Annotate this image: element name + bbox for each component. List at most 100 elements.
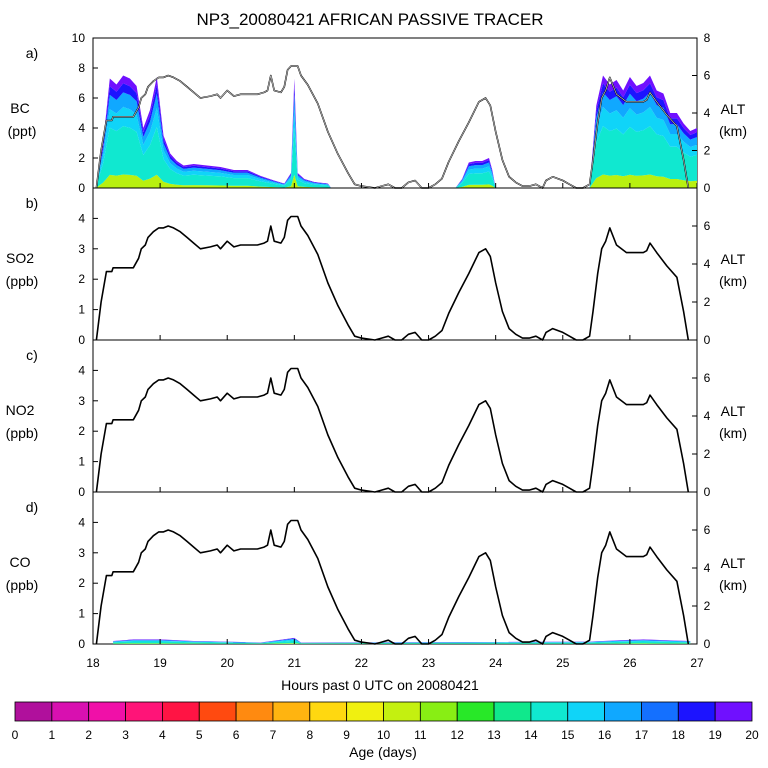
colorbar-cell xyxy=(419,701,458,722)
colorbar-cell xyxy=(125,701,163,722)
colorbar-tick-label: 9 xyxy=(343,728,350,742)
colorbar-cell xyxy=(272,701,311,722)
y-tick-label: 0 xyxy=(78,181,85,195)
alt-tick-label: 6 xyxy=(704,523,711,537)
panel-label: a) xyxy=(26,45,38,61)
alt-tick-label: 2 xyxy=(704,447,711,461)
alt-tick-label: 0 xyxy=(704,333,711,347)
tracer-age-band-0 xyxy=(96,174,697,188)
y-tick-label: 3 xyxy=(78,394,85,408)
units-label: (ppb) xyxy=(6,425,39,441)
alt-tick-label: 6 xyxy=(704,219,711,233)
alt-tick-label: 4 xyxy=(704,257,711,271)
x-tick-label: 22 xyxy=(355,656,369,670)
altitude-line xyxy=(95,367,690,493)
y-tick-label: 8 xyxy=(78,61,85,75)
tracer-age-band-0 xyxy=(113,643,691,644)
y-tick-label: 1 xyxy=(78,303,85,317)
units-label: (ppb) xyxy=(6,273,39,289)
x-tick-label: 18 xyxy=(86,656,100,670)
species-label: NO2 xyxy=(6,402,35,418)
chart-title: NP3_20080421 AFRICAN PASSIVE TRACER xyxy=(196,10,543,29)
alt-tick-label: 2 xyxy=(704,295,711,309)
y-tick-label: 4 xyxy=(78,363,85,377)
alt-tick-label: 4 xyxy=(704,561,711,575)
colorbar-title: Age (days) xyxy=(349,744,417,760)
y-tick-label: 0 xyxy=(78,485,85,499)
colorbar-cell xyxy=(88,701,126,722)
colorbar-tick-label: 6 xyxy=(233,728,240,742)
alt-units-label: (km) xyxy=(719,577,747,593)
y-tick-label: 6 xyxy=(78,91,85,105)
colorbar-tick-label: 4 xyxy=(159,728,166,742)
species-label: CO xyxy=(10,554,31,570)
x-axis-title: Hours past 0 UTC on 20080421 xyxy=(281,677,479,693)
altitude-line xyxy=(95,215,690,341)
alt-label: ALT xyxy=(721,403,746,419)
panel-no2: 0 1 2 3 4 0 2 4 6 c) NO2 (ppb) ALT (km) xyxy=(6,339,747,499)
alt-units-label: (km) xyxy=(719,425,747,441)
alt-tick-label: 2 xyxy=(704,144,711,158)
y-tick-label: 2 xyxy=(78,272,85,286)
panel-label: d) xyxy=(26,499,38,515)
alt-tick-label: 6 xyxy=(704,69,711,83)
colorbar-tick-label: 15 xyxy=(561,728,575,742)
alt-tick-label: 8 xyxy=(704,31,711,45)
y-tick-label: 4 xyxy=(78,211,85,225)
y-tick-label: 2 xyxy=(78,424,85,438)
y-tick-label: 2 xyxy=(78,151,85,165)
alt-tick-label: 6 xyxy=(704,371,711,385)
tracer-age-band-5 xyxy=(96,75,697,188)
x-tick-label: 21 xyxy=(288,656,302,670)
altitude-line-highlight xyxy=(96,65,689,189)
colorbar-cell xyxy=(604,701,642,722)
x-tick-label: 19 xyxy=(153,656,167,670)
colorbar-tick-label: 19 xyxy=(708,728,722,742)
alt-tick-label: 2 xyxy=(704,599,711,613)
alt-tick-label: 4 xyxy=(704,409,711,423)
y-tick-label: 10 xyxy=(72,31,86,45)
colorbar-cell xyxy=(567,701,605,722)
x-tick-label: 27 xyxy=(690,656,704,670)
alt-label: ALT xyxy=(721,251,746,267)
colorbar-tick-label: 11 xyxy=(414,728,427,742)
colorbar-cell xyxy=(383,701,421,722)
panel-co: 0 1 2 3 4 0 2 4 6 d) CO (ppb) ALT (km) xyxy=(6,491,747,651)
y-tick-label: 2 xyxy=(78,576,85,590)
y-tick-label: 4 xyxy=(78,515,85,529)
colorbar-cell xyxy=(714,701,753,722)
panel-frame xyxy=(92,187,698,341)
x-tick-label: 25 xyxy=(556,656,570,670)
alt-tick-label: 0 xyxy=(704,485,711,499)
tracer-age-band-2 xyxy=(96,107,697,188)
colorbar-tick-label: 7 xyxy=(270,728,277,742)
colorbar-cell xyxy=(456,701,495,722)
colorbar-tick-label: 2 xyxy=(85,728,92,742)
y-tick-label: 0 xyxy=(78,333,85,347)
tracer-age-band-1 xyxy=(113,640,691,644)
alt-label: ALT xyxy=(721,555,746,571)
colorbar-tick-label: 18 xyxy=(672,728,686,742)
colorbar-cell xyxy=(198,701,237,722)
colorbar-cell xyxy=(51,701,90,722)
colorbar-tick-label: 17 xyxy=(635,728,649,742)
colorbar-cell xyxy=(235,701,274,722)
panel-frame xyxy=(92,491,698,645)
panel-frame xyxy=(92,339,698,493)
colorbar-tick-label: 20 xyxy=(745,728,759,742)
units-label: (ppb) xyxy=(6,577,39,593)
y-tick-label: 3 xyxy=(78,242,85,256)
colorbar-tick-label: 5 xyxy=(196,728,203,742)
y-tick-label: 3 xyxy=(78,546,85,560)
colorbar-cell xyxy=(677,701,716,722)
alt-units-label: (km) xyxy=(719,273,747,289)
colorbar-tick-label: 0 xyxy=(12,728,19,742)
y-tick-label: 0 xyxy=(78,637,85,651)
colorbar-cell xyxy=(309,701,348,722)
colorbar-tick-label: 14 xyxy=(524,728,538,742)
species-label: SO2 xyxy=(6,250,34,266)
x-tick-label: 20 xyxy=(221,656,235,670)
panel-bc: 0 2 4 6 8 10 0 2 4 6 8 a) BC (ppt) ALT (km) xyxy=(8,31,747,195)
tracer-age-band-4 xyxy=(96,83,697,188)
y-tick-label: 1 xyxy=(78,455,85,469)
